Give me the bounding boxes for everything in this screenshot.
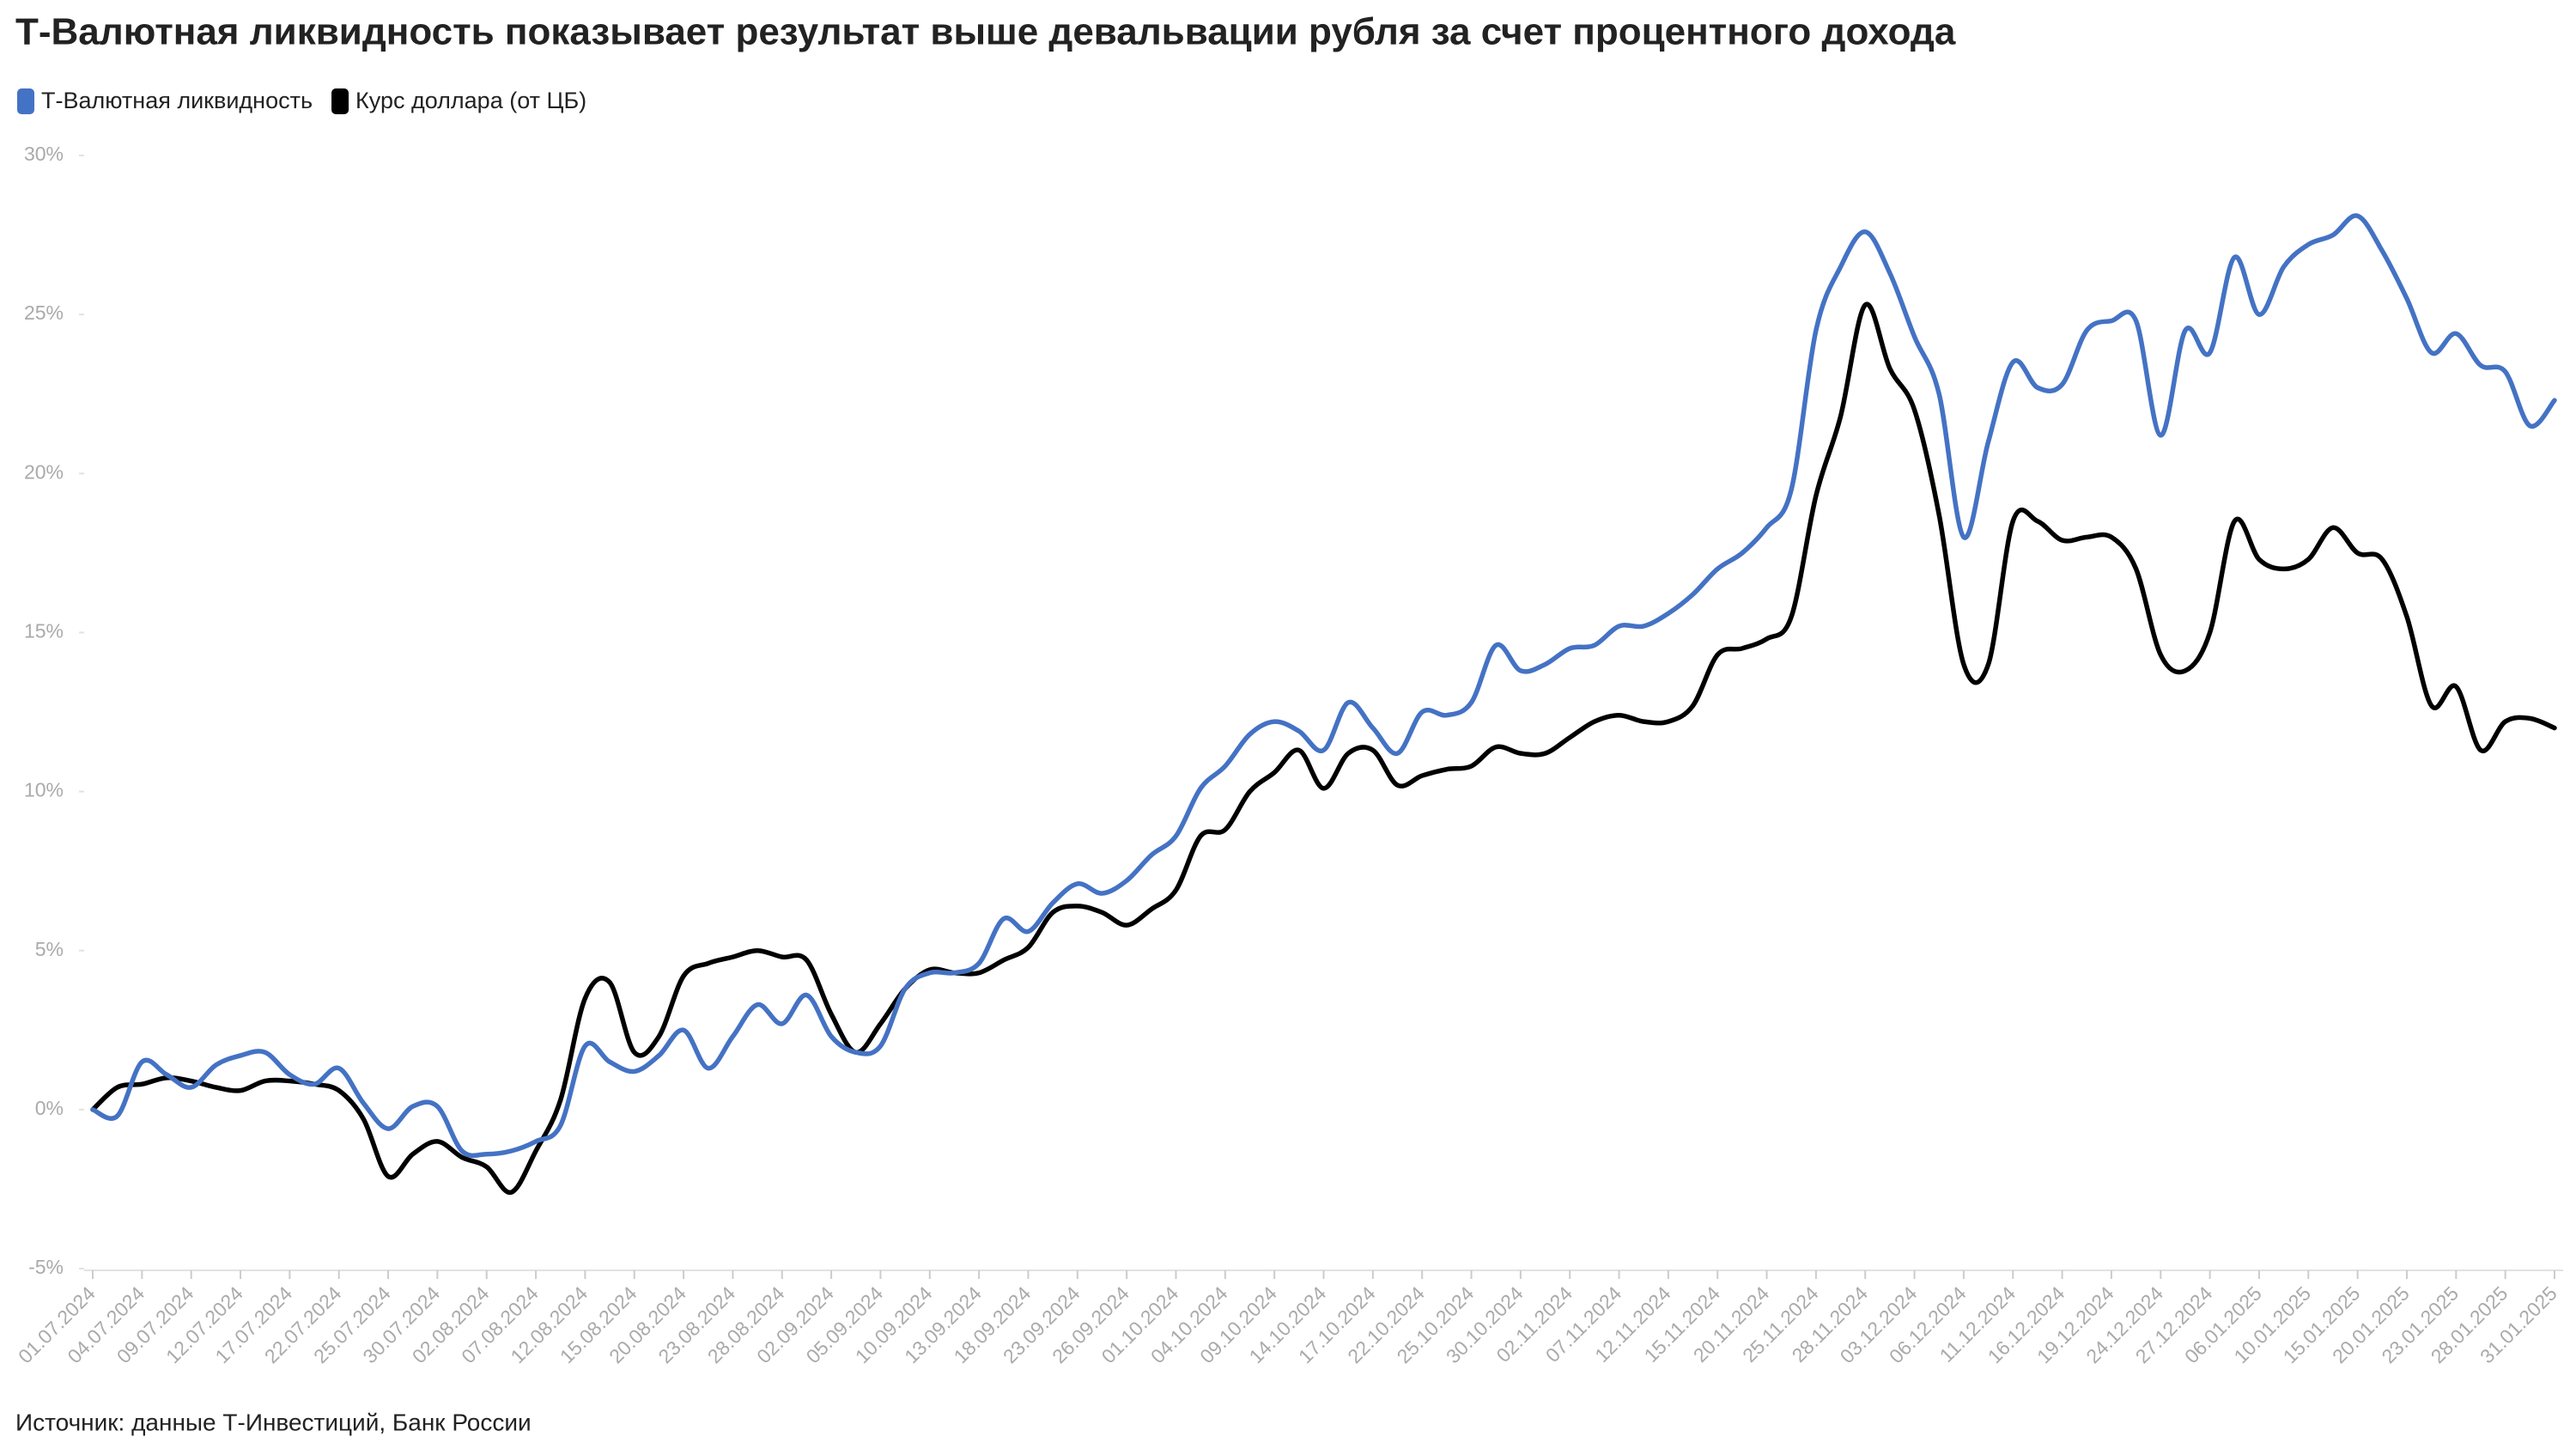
y-tick-label: 0% [35,1097,64,1119]
y-tick-label: 30% [24,143,64,165]
legend-swatch [331,88,349,114]
series-line [90,213,2557,1159]
legend-label: Курс доллара (от ЦБ) [355,88,586,113]
legend-label: Т-Валютная ликвидность [41,88,313,113]
legend: Т-Валютная ликвидность Курс доллара (от Ц… [17,88,586,114]
y-tick-label: 20% [24,460,64,483]
legend-swatch [17,88,34,114]
y-tick-label: -5% [28,1256,64,1278]
y-tick-label: 10% [24,779,64,801]
source-note: Источник: данные Т-Инвестиций, Банк Росс… [15,1409,532,1435]
y-tick-label: 15% [24,620,64,642]
chart-title: Т-Валютная ликвидность показывает резуль… [15,11,1956,53]
y-tick-label: 5% [35,938,64,960]
y-tick-label: 25% [24,301,64,324]
series-line [90,301,2557,1195]
